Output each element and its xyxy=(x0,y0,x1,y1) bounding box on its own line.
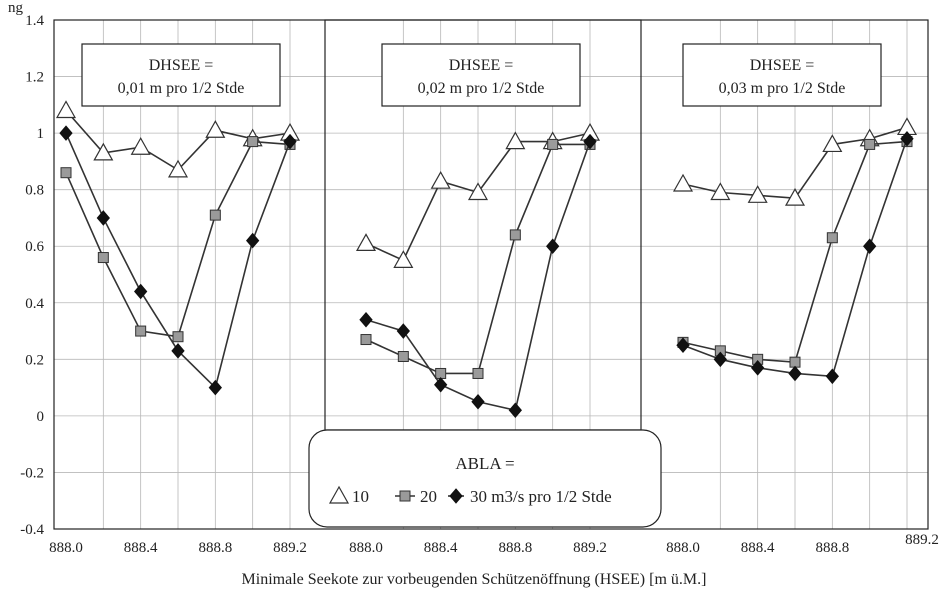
legend-label-10: 10 xyxy=(352,487,369,506)
panel-3-annotation-line2: 0,03 m pro 1/2 Stde xyxy=(719,80,846,97)
panel-1-series-30-point xyxy=(59,125,73,141)
panel-3-series-30-point xyxy=(788,365,802,382)
panel-1-series-10-point xyxy=(205,120,226,138)
panel-3-series-10-point xyxy=(747,185,768,203)
y-tick-label: 1.2 xyxy=(25,70,44,86)
panel-1-annotation-box xyxy=(81,43,281,107)
panel-2-series-20-point xyxy=(472,367,484,379)
panel-3-series-10-point xyxy=(822,134,843,153)
panel-3-series-30-point xyxy=(751,360,765,376)
series-layer xyxy=(55,100,918,419)
legend: ABLA = 10 20 30 m3/s pro 1/2 Stde xyxy=(308,429,662,528)
panel-3-series-20-point xyxy=(826,232,838,244)
legend-marker-30 xyxy=(449,488,463,504)
panel-2-series-20-point xyxy=(435,367,447,379)
panel-1-series-20-point xyxy=(60,167,72,179)
panel-1-series-30-point xyxy=(134,283,148,300)
panel-3-annotation-box xyxy=(682,43,882,107)
x-tick-label: 888.8 xyxy=(198,540,232,556)
panel-2-series-30-point xyxy=(359,311,373,328)
panel-2-series-30-point xyxy=(471,393,485,410)
panel-2-series-10-point xyxy=(393,250,414,268)
x-tick-label: 888.4 xyxy=(424,540,458,556)
x-tick-label: 888.4 xyxy=(741,540,775,556)
panel-2-series-20-point xyxy=(509,229,521,241)
panel-3-annotation-line1: DHSEE = xyxy=(750,57,815,74)
panel-annotations: DHSEE = 0,01 m pro 1/2 Stde DHSEE = 0,02 m … xyxy=(81,43,882,107)
panel-1-series-20-point xyxy=(97,252,109,264)
panel-2-series-10-point xyxy=(430,170,451,189)
panel-1-annotation-line1: DHSEE = xyxy=(149,57,214,74)
panel-2-annotation-line2: 0,02 m pro 1/2 Stde xyxy=(418,80,545,97)
panel-1-series-20-point xyxy=(172,331,184,343)
panel-3-series-30-point xyxy=(900,130,914,147)
panel-3-series-30-point xyxy=(676,337,690,353)
x-tick-label: 888.0 xyxy=(49,540,83,556)
x-tick-label: 888.8 xyxy=(815,540,849,556)
x-tick-label: 889.2 xyxy=(573,540,607,556)
panel-1-series-10-point xyxy=(93,142,114,161)
y-tick-label: 1 xyxy=(37,126,45,142)
panel-2-annotation-line1: DHSEE = xyxy=(449,57,514,74)
y-tick-label: -0.2 xyxy=(20,465,44,481)
legend-marker-20 xyxy=(399,490,411,502)
legend-title: ABLA = xyxy=(455,454,514,473)
x-axis-label: Minimale Seekote zur vorbeugenden Schütz… xyxy=(242,571,707,588)
panel-2-series-20-point xyxy=(397,351,409,363)
panel-1-series-30-point xyxy=(96,210,110,226)
panel-2-series-30-point xyxy=(546,238,560,254)
panel-1-series-10-point xyxy=(167,159,189,178)
x-tick-label: 888.0 xyxy=(666,540,700,556)
y-tick-label: 0.8 xyxy=(25,183,44,199)
panel-2-series-20-point xyxy=(360,334,372,346)
panel-3-series-20-point xyxy=(789,356,801,368)
x-axis-ticks: 888.0 888.4 888.8 889.2 888.0 888.4 888.8 889.2… xyxy=(49,532,939,556)
legend-label-30: 30 m3/s pro 1/2 Stde xyxy=(470,487,612,506)
panel-1-annotation-line2: 0,01 m pro 1/2 Stde xyxy=(118,80,245,97)
y-tick-label: -0.4 xyxy=(20,522,44,538)
panel-3-series-10-point xyxy=(784,187,806,206)
x-tick-label: 889.2 xyxy=(273,540,307,556)
y-tick-label: 1.4 xyxy=(25,13,44,29)
panel-1-series-20-point xyxy=(135,325,147,337)
panel-2-annotation-box xyxy=(381,43,581,107)
panel-2-series-20-point xyxy=(547,138,559,150)
panel-2-series-30-point xyxy=(434,377,448,393)
panel-2-series-10-point xyxy=(467,182,489,201)
panel-1-series-20-point xyxy=(209,209,221,221)
panel-3-series-30-point xyxy=(713,351,727,368)
panel-2-series-30-point xyxy=(583,133,597,150)
legend-label-20: 20 xyxy=(420,487,437,506)
y-tick-label: 0.6 xyxy=(25,239,44,255)
panel-1-series-10-point xyxy=(130,137,151,155)
panel-1-series-30-point xyxy=(208,379,222,396)
top-label: ng xyxy=(8,0,24,16)
panel-2-series-10-point xyxy=(355,233,377,251)
panel-1-series-30-point xyxy=(283,133,297,150)
x-tick-label: 888.8 xyxy=(498,540,532,556)
panel-3-series-30-point xyxy=(863,238,877,254)
panel-2-series-30-point xyxy=(396,323,410,339)
panel-3-series-10-point xyxy=(710,182,731,201)
panel-2-series-30-point xyxy=(508,402,522,419)
panel-1-series-20-point xyxy=(247,136,259,148)
panel-3-series-10-point xyxy=(672,173,694,192)
legend-marker-10 xyxy=(328,485,350,504)
panel-3-series-20-point xyxy=(864,138,876,150)
panel-1-series-30-point xyxy=(171,343,185,359)
legend-box xyxy=(308,429,662,528)
x-tick-label: 888.0 xyxy=(349,540,383,556)
y-tick-label: 0 xyxy=(37,409,45,425)
panel-1-series-10-point xyxy=(55,100,77,119)
panel-3-series-30-point xyxy=(825,368,839,385)
panel-1-series-30-point xyxy=(246,232,260,249)
x-tick-label: 889.2 xyxy=(905,532,939,548)
x-tick-label: 888.4 xyxy=(124,540,158,556)
y-tick-label: 0.2 xyxy=(25,352,44,368)
y-axis-ticks: -0.4 -0.2 0 0.2 0.4 0.6 0.8 1 1.2 1.4 xyxy=(20,13,44,538)
panel-2-series-10-point xyxy=(505,131,526,150)
y-tick-label: 0.4 xyxy=(25,296,44,312)
